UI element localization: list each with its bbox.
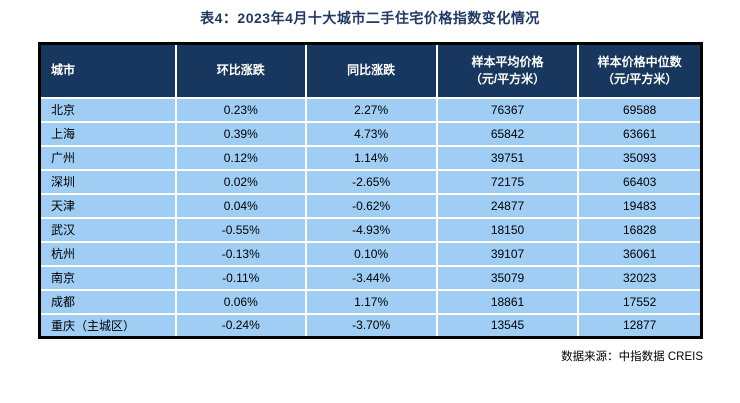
median-price-cell: 16828 — [577, 216, 703, 243]
column-header-avg-price: 样本平均价格 （元/平方米） — [435, 42, 580, 99]
city-cell: 广州 — [38, 144, 177, 171]
avg-price-cell: 39751 — [435, 144, 580, 171]
avg-price-cell: 76367 — [435, 96, 580, 123]
median-price-cell: 35093 — [577, 144, 703, 171]
price-index-table: 城市 环比涨跌 同比涨跌 样本平均价格 （元/平方米） 样本价格中位数 （元/平 — [38, 42, 703, 339]
median-price-cell: 69588 — [577, 96, 703, 123]
column-header-median-price: 样本价格中位数 （元/平方米） — [577, 42, 703, 99]
column-header-label: 样本价格中位数 — [597, 54, 682, 69]
yoy-change-cell: -0.62% — [304, 192, 438, 219]
table-row: 广州 0.12% 1.14% 39751 35093 — [38, 144, 703, 171]
yoy-change-cell: 0.10% — [304, 240, 438, 267]
avg-price-cell: 65842 — [435, 120, 580, 147]
price-index-table-wrap: 城市 环比涨跌 同比涨跌 样本平均价格 （元/平方米） 样本价格中位数 （元/平 — [38, 42, 703, 339]
column-header-label: 城市 — [51, 63, 76, 78]
mom-change-cell: 0.02% — [174, 168, 307, 195]
avg-price-cell: 18861 — [435, 288, 580, 315]
table-row: 杭州 -0.13% 0.10% 39107 36061 — [38, 240, 703, 267]
yoy-change-cell: 4.73% — [304, 120, 438, 147]
column-header-label: 样本平均价格 — [471, 54, 544, 69]
column-header-mom-change: 环比涨跌 — [174, 42, 307, 99]
mom-change-cell: -0.11% — [174, 264, 307, 291]
mom-change-cell: 0.12% — [174, 144, 307, 171]
avg-price-cell: 18150 — [435, 216, 580, 243]
city-cell: 南京 — [38, 264, 177, 291]
table-header-row: 城市 环比涨跌 同比涨跌 样本平均价格 （元/平方米） 样本价格中位数 （元/平 — [38, 42, 703, 99]
mom-change-cell: 0.04% — [174, 192, 307, 219]
mom-change-cell: 0.23% — [174, 96, 307, 123]
yoy-change-cell: 2.27% — [304, 96, 438, 123]
median-price-cell: 36061 — [577, 240, 703, 267]
table-title: 表4：2023年4月十大城市二手住宅价格指数变化情况 — [200, 10, 540, 26]
avg-price-cell: 24877 — [435, 192, 580, 219]
column-header-label: 环比涨跌 — [216, 63, 265, 78]
median-price-cell: 17552 — [577, 288, 703, 315]
mom-change-cell: 0.39% — [174, 120, 307, 147]
yoy-change-cell: -3.44% — [304, 264, 438, 291]
table-row: 重庆（主城区） -0.24% -3.70% 13545 12877 — [38, 312, 703, 339]
median-price-cell: 12877 — [577, 312, 703, 339]
yoy-change-cell: 1.17% — [304, 288, 438, 315]
city-cell: 武汉 — [38, 216, 177, 243]
column-header-city: 城市 — [38, 42, 177, 99]
avg-price-cell: 35079 — [435, 264, 580, 291]
table-row: 北京 0.23% 2.27% 76367 69588 — [38, 96, 703, 123]
mom-change-cell: 0.06% — [174, 288, 307, 315]
city-cell: 北京 — [38, 96, 177, 123]
avg-price-cell: 72175 — [435, 168, 580, 195]
city-cell: 杭州 — [38, 240, 177, 267]
yoy-change-cell: -3.70% — [304, 312, 438, 339]
median-price-cell: 66403 — [577, 168, 703, 195]
city-cell: 上海 — [38, 120, 177, 147]
mom-change-cell: -0.55% — [174, 216, 307, 243]
table-row: 武汉 -0.55% -4.93% 18150 16828 — [38, 216, 703, 243]
median-price-cell: 19483 — [577, 192, 703, 219]
city-cell: 成都 — [38, 288, 177, 315]
table-row: 上海 0.39% 4.73% 65842 63661 — [38, 120, 703, 147]
data-source-note: 数据来源：中指数据 CREIS — [561, 351, 703, 363]
median-price-cell: 32023 — [577, 264, 703, 291]
median-price-cell: 63661 — [577, 120, 703, 147]
city-cell: 深圳 — [38, 168, 177, 195]
yoy-change-cell: 1.14% — [304, 144, 438, 171]
yoy-change-cell: -2.65% — [304, 168, 438, 195]
mom-change-cell: -0.24% — [174, 312, 307, 339]
avg-price-cell: 39107 — [435, 240, 580, 267]
table-row: 成都 0.06% 1.17% 18861 17552 — [38, 288, 703, 315]
city-cell: 重庆（主城区） — [38, 312, 177, 339]
report-table-page: 表4：2023年4月十大城市二手住宅价格指数变化情况 城市 环比涨跌 同比涨跌 — [0, 8, 740, 403]
column-header-unit: （元/平方米） — [469, 71, 546, 86]
column-header-label: 同比涨跌 — [347, 63, 396, 78]
column-header-unit: （元/平方米） — [601, 71, 678, 86]
table-row: 南京 -0.11% -3.44% 35079 32023 — [38, 264, 703, 291]
table-row: 深圳 0.02% -2.65% 72175 66403 — [38, 168, 703, 195]
mom-change-cell: -0.13% — [174, 240, 307, 267]
table-row: 天津 0.04% -0.62% 24877 19483 — [38, 192, 703, 219]
column-header-yoy-change: 同比涨跌 — [304, 42, 438, 99]
city-cell: 天津 — [38, 192, 177, 219]
avg-price-cell: 13545 — [435, 312, 580, 339]
table-body: 北京 0.23% 2.27% 76367 69588 上海 0.39% 4.73… — [38, 96, 703, 339]
yoy-change-cell: -4.93% — [304, 216, 438, 243]
